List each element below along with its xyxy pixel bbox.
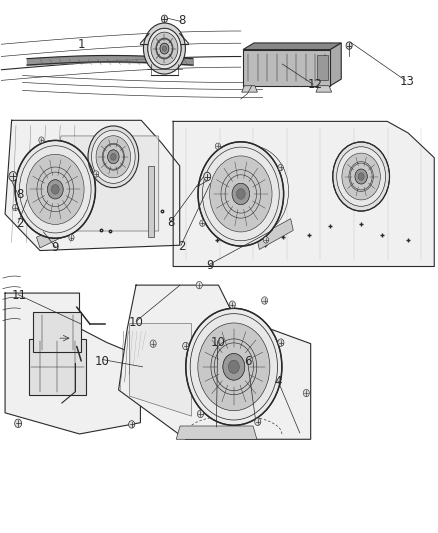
Circle shape xyxy=(92,130,135,183)
Bar xyxy=(148,166,153,237)
Circle shape xyxy=(337,147,385,206)
Polygon shape xyxy=(242,86,258,92)
Circle shape xyxy=(263,237,268,243)
Circle shape xyxy=(210,156,272,232)
Circle shape xyxy=(261,297,268,304)
Text: 11: 11 xyxy=(12,289,27,302)
Polygon shape xyxy=(243,43,341,50)
Circle shape xyxy=(342,153,380,200)
Text: 6: 6 xyxy=(244,354,251,368)
Circle shape xyxy=(333,142,389,211)
Circle shape xyxy=(155,37,174,60)
Text: 13: 13 xyxy=(399,75,414,88)
Circle shape xyxy=(198,142,284,246)
Text: 8: 8 xyxy=(178,14,186,27)
Circle shape xyxy=(160,43,169,54)
Circle shape xyxy=(96,136,131,178)
Circle shape xyxy=(151,32,178,65)
Text: 9: 9 xyxy=(52,241,59,254)
Polygon shape xyxy=(52,136,159,231)
Text: 4: 4 xyxy=(274,375,282,389)
Bar xyxy=(317,55,328,80)
Circle shape xyxy=(237,189,245,199)
Circle shape xyxy=(162,46,166,51)
Polygon shape xyxy=(5,120,180,251)
Circle shape xyxy=(255,418,261,425)
Polygon shape xyxy=(36,219,78,248)
Text: 2: 2 xyxy=(16,217,23,230)
Polygon shape xyxy=(5,293,141,434)
Circle shape xyxy=(202,147,279,241)
Circle shape xyxy=(9,172,17,181)
Text: 2: 2 xyxy=(178,240,186,253)
Circle shape xyxy=(215,143,220,149)
Circle shape xyxy=(14,419,21,427)
Circle shape xyxy=(200,220,205,227)
Bar xyxy=(243,50,330,86)
Circle shape xyxy=(94,171,99,177)
Circle shape xyxy=(358,173,364,180)
Circle shape xyxy=(186,308,282,425)
Circle shape xyxy=(88,126,139,188)
Circle shape xyxy=(69,235,74,241)
Circle shape xyxy=(148,28,181,69)
Circle shape xyxy=(51,184,59,194)
Circle shape xyxy=(204,172,211,181)
Circle shape xyxy=(346,42,352,50)
Circle shape xyxy=(196,281,202,289)
Text: 1: 1 xyxy=(78,38,85,51)
Circle shape xyxy=(129,421,135,428)
Circle shape xyxy=(47,180,63,199)
Circle shape xyxy=(214,146,289,236)
Polygon shape xyxy=(130,324,191,416)
Bar xyxy=(29,338,86,394)
Circle shape xyxy=(198,323,270,410)
Polygon shape xyxy=(119,285,311,439)
Circle shape xyxy=(230,301,235,309)
Circle shape xyxy=(232,183,250,205)
Text: 8: 8 xyxy=(167,216,175,229)
Circle shape xyxy=(148,28,181,69)
Polygon shape xyxy=(257,219,293,249)
Text: 10: 10 xyxy=(95,354,110,368)
Text: 10: 10 xyxy=(129,316,144,329)
Circle shape xyxy=(198,410,204,418)
Polygon shape xyxy=(330,43,341,86)
Circle shape xyxy=(303,389,309,397)
Circle shape xyxy=(183,342,189,350)
Circle shape xyxy=(108,150,119,164)
Circle shape xyxy=(15,140,95,238)
Text: 9: 9 xyxy=(207,259,214,272)
Circle shape xyxy=(150,340,156,348)
Circle shape xyxy=(39,137,44,143)
Polygon shape xyxy=(176,426,257,439)
Circle shape xyxy=(278,339,284,346)
Text: 8: 8 xyxy=(16,188,23,201)
Text: 12: 12 xyxy=(307,78,322,91)
Circle shape xyxy=(144,23,185,74)
Circle shape xyxy=(223,353,245,380)
Circle shape xyxy=(26,154,84,224)
Circle shape xyxy=(190,313,278,420)
Circle shape xyxy=(161,15,167,22)
Circle shape xyxy=(110,154,116,160)
Circle shape xyxy=(228,360,239,374)
Circle shape xyxy=(19,146,91,233)
Bar xyxy=(33,312,81,352)
Circle shape xyxy=(355,169,367,184)
Polygon shape xyxy=(173,122,434,266)
Polygon shape xyxy=(316,86,332,92)
Circle shape xyxy=(278,164,283,171)
Text: 10: 10 xyxy=(211,336,226,349)
Circle shape xyxy=(13,205,18,211)
